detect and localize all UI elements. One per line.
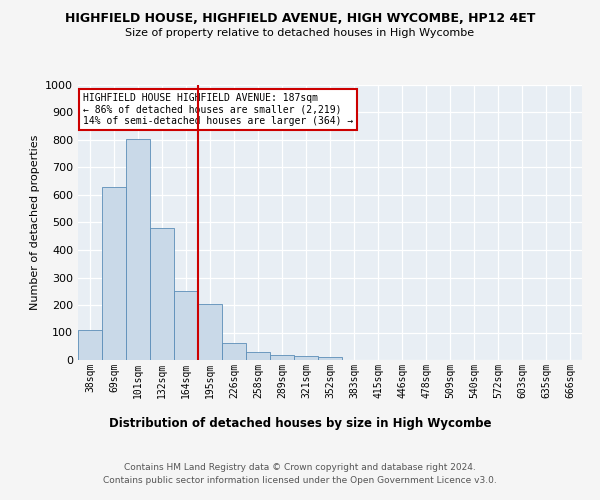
Text: Distribution of detached houses by size in High Wycombe: Distribution of detached houses by size … (109, 418, 491, 430)
Text: Contains public sector information licensed under the Open Government Licence v3: Contains public sector information licen… (103, 476, 497, 485)
Text: Contains HM Land Registry data © Crown copyright and database right 2024.: Contains HM Land Registry data © Crown c… (124, 462, 476, 471)
Bar (318, 357, 342, 360)
Bar (102, 186, 126, 360)
Text: Size of property relative to detached houses in High Wycombe: Size of property relative to detached ho… (125, 28, 475, 38)
Bar (78, 330, 102, 360)
Bar (126, 138, 150, 360)
Bar (270, 354, 294, 360)
Bar (222, 342, 246, 360)
Bar (174, 291, 198, 360)
Bar (294, 356, 318, 360)
Bar (246, 352, 270, 360)
Y-axis label: Number of detached properties: Number of detached properties (29, 135, 40, 310)
Bar (198, 304, 222, 360)
Text: HIGHFIELD HOUSE HIGHFIELD AVENUE: 187sqm
← 86% of detached houses are smaller (2: HIGHFIELD HOUSE HIGHFIELD AVENUE: 187sqm… (83, 93, 353, 126)
Bar (150, 228, 174, 360)
Text: HIGHFIELD HOUSE, HIGHFIELD AVENUE, HIGH WYCOMBE, HP12 4ET: HIGHFIELD HOUSE, HIGHFIELD AVENUE, HIGH … (65, 12, 535, 26)
